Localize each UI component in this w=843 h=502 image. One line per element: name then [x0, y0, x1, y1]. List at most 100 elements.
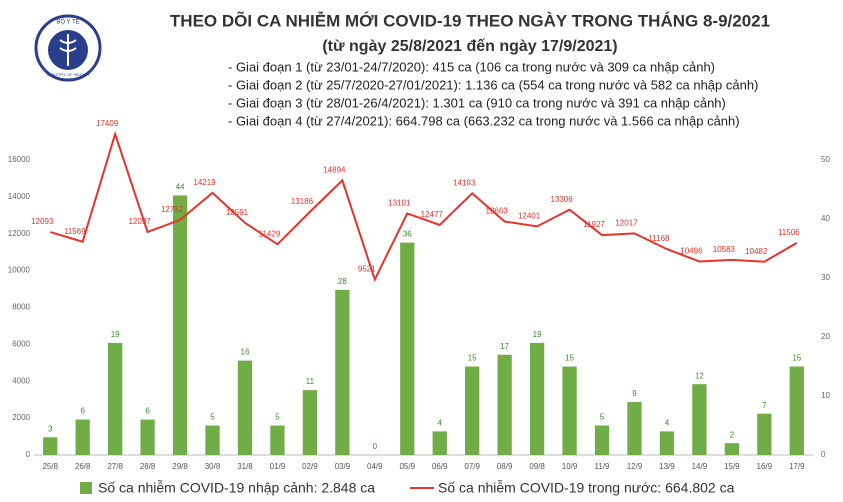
bar-label: 15	[468, 354, 477, 363]
bar	[108, 342, 123, 455]
bar-label: 28	[338, 277, 347, 286]
x-tick-label: 02/9	[302, 462, 318, 471]
line-label: 12093	[31, 217, 54, 226]
line-label: 14219	[193, 178, 216, 187]
bar	[205, 425, 220, 455]
bar-label: 5	[275, 413, 280, 422]
y-tick-label: 4000	[12, 376, 30, 385]
line-label: 13101	[388, 199, 411, 208]
x-tick-label: 26/8	[75, 462, 91, 471]
chart-title: THEO DÕI CA NHIỄM MỚI COVID-19 THEO NGÀY…	[170, 10, 770, 30]
x-tick-label: 11/9	[595, 462, 611, 471]
x-tick-label: 12/9	[627, 462, 643, 471]
y-tick-label: 12000	[8, 229, 31, 238]
bar-label: 11	[306, 377, 315, 386]
y-tick-label: 14000	[8, 192, 31, 201]
x-tick-label: 09/8	[529, 462, 545, 471]
x-tick-label: 17/9	[789, 462, 805, 471]
line-label: 11569	[64, 227, 86, 236]
x-tick-label: 06/9	[432, 462, 448, 471]
bar-label: 15	[792, 354, 801, 363]
x-tick-label: 05/9	[399, 462, 415, 471]
bar	[400, 242, 415, 455]
bar-label: 15	[565, 354, 574, 363]
x-tick-label: 03/9	[335, 462, 351, 471]
x-tick-label: 08/9	[497, 462, 513, 471]
bar	[757, 413, 772, 455]
x-tick-label: 25/8	[42, 462, 58, 471]
y-tick-label: 8000	[12, 303, 30, 312]
bar	[302, 390, 318, 455]
y2-tick-label: 20	[821, 332, 830, 341]
bar-label: 7	[762, 401, 767, 410]
note: - Giai đoạn 3 (từ 28/01-26/4/2021): 1.30…	[228, 95, 726, 110]
y-tick-label: 6000	[12, 339, 30, 348]
bar	[627, 401, 642, 455]
line-label: 12591	[226, 208, 249, 217]
bar-label: 44	[176, 183, 185, 192]
logo: BỘ Y TẾ MINISTRY OF HEALTH	[34, 14, 102, 82]
bar	[140, 419, 155, 455]
line-label: 10482	[745, 247, 768, 256]
x-tick-label: 15/9	[724, 462, 740, 471]
line-label: 14894	[323, 166, 346, 175]
line-label: 13306	[550, 195, 573, 204]
x-tick-label: 13/9	[659, 462, 675, 471]
y-tick-label: 0	[26, 450, 31, 459]
chart-subtitle: (từ ngày 25/8/2021 đến ngày 17/9/2021)	[322, 38, 617, 55]
line-label: 10496	[680, 247, 703, 256]
legend-swatch	[80, 482, 92, 494]
note: - Giai đoạn 2 (từ 25/7/2020-27/01/2021):…	[228, 77, 758, 92]
line-label: 12477	[421, 210, 444, 219]
line-label: 11506	[778, 228, 800, 237]
bar	[692, 384, 707, 455]
bar	[465, 366, 480, 455]
x-tick-label: 29/8	[172, 462, 188, 471]
y2-tick-label: 30	[821, 273, 830, 282]
line-label: 12663	[486, 207, 509, 216]
note: - Giai đoạn 4 (từ 27/4/2021): 664.798 ca…	[228, 113, 740, 128]
x-tick-label: 10/9	[562, 462, 578, 471]
x-tick-label: 14/9	[692, 462, 708, 471]
bar	[724, 443, 739, 455]
line-label: 11429	[259, 229, 281, 238]
bar-label: 2	[730, 430, 735, 439]
line-label: 14193	[453, 178, 476, 187]
bar-label: 5	[600, 413, 605, 422]
line-label: 17409	[96, 119, 119, 128]
y2-tick-label: 50	[821, 155, 830, 164]
legend-label: Số ca nhiễm COVID-19 nhập cảnh: 2.848 ca	[98, 480, 375, 496]
line	[49, 130, 798, 283]
legend-label: Số ca nhiễm COVID-19 trong nước: 664.802…	[438, 480, 735, 496]
line-label: 12752	[161, 205, 184, 214]
y2-tick-label: 10	[821, 391, 830, 400]
bar-label: 0	[373, 442, 378, 451]
bar	[432, 431, 447, 455]
y2-tick-label: 0	[821, 450, 826, 459]
logo-symbol	[59, 34, 77, 66]
x-tick-label: 27/8	[107, 462, 123, 471]
line-label: 12097	[128, 217, 151, 226]
bar-label: 12	[695, 371, 704, 380]
bar-label: 4	[665, 419, 670, 428]
bar	[659, 431, 675, 455]
x-tick-label: 30/8	[205, 462, 221, 471]
y2-tick-label: 40	[821, 214, 830, 223]
x-tick-label: 28/8	[140, 462, 156, 471]
bar	[335, 289, 350, 455]
line-label: 9521	[358, 265, 376, 274]
bar-label: 19	[533, 330, 542, 339]
bar	[789, 366, 804, 455]
bar	[270, 425, 285, 455]
x-tick-label: 04/9	[367, 462, 383, 471]
bar-label: 3	[48, 424, 53, 433]
logo-bottom: MINISTRY OF HEALTH	[47, 72, 89, 77]
x-tick-label: 07/9	[464, 462, 480, 471]
x-tick-label: 31/8	[237, 462, 253, 471]
bar-label: 16	[241, 348, 250, 357]
bar-label: 9	[632, 389, 637, 398]
bar	[497, 354, 512, 455]
y-tick-label: 2000	[12, 413, 30, 422]
line-label: 12401	[518, 211, 541, 220]
x-tick-label: 01/9	[270, 462, 286, 471]
